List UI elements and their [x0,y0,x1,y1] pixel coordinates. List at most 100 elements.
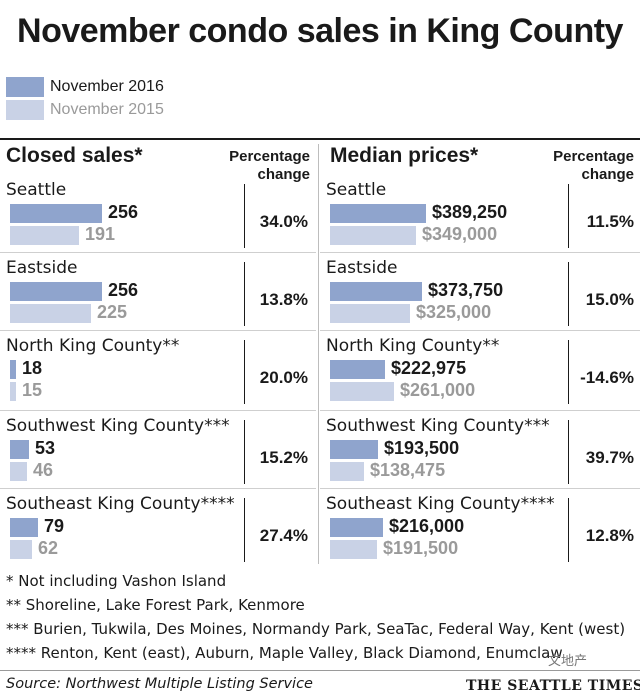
median-prices-change-rule [568,420,569,484]
closed-sales-bar-2016 [10,360,16,379]
median-prices-value-2016: $222,975 [391,358,467,378]
row-separator-left [0,488,316,489]
median-prices-change-rule [568,184,569,248]
closed-sales-percent-change: 13.8% [259,290,308,309]
chart-title: November condo sales in King County [17,12,623,50]
median-prices-percent-change: 12.8% [585,526,634,545]
closed-sales-percent-change: 20.0% [259,368,308,387]
closed-sales-title: Closed sales* [6,144,143,167]
median-prices-region-label: North King County** [326,336,500,356]
closed-sales-change-rule [244,498,245,562]
median-prices-value-2016: $193,500 [384,438,460,458]
median-prices-change-rule [568,340,569,404]
median-prices-value-2015: $349,000 [422,224,498,244]
footnote-2: ** Shoreline, Lake Forest Park, Kenmore [6,596,305,614]
closed-sales-bar-2015 [10,382,16,401]
median-prices-bar-2016 [330,440,378,459]
closed-sales-change-rule [244,420,245,484]
legend-swatch-2016 [6,77,44,97]
median-prices-percent-change: 39.7% [585,448,634,467]
row-separator-right [320,330,640,331]
legend-item-2016: November 2016 [6,76,164,98]
footnote-1: * Not including Vashon Island [6,572,227,590]
footnote-3: *** Burien, Tukwila, Des Moines, Normand… [6,620,626,638]
closed-sales-bar-2015 [10,304,91,323]
closed-sales-value-2015: 62 [38,538,59,558]
closed-sales-bar-2016 [10,204,102,223]
closed-sales-region-label: Southeast King County**** [6,494,235,514]
row-separator-left [0,410,316,411]
median-prices-region-label: Eastside [326,258,398,278]
median-prices-value-2015: $138,475 [370,460,446,480]
closed-sales-bar-2015 [10,226,79,245]
median-prices-change-rule [568,262,569,326]
legend-label-2016: November 2016 [50,78,164,95]
closed-sales-region-label: Southwest King County*** [6,416,230,436]
closed-sales-change-rule [244,262,245,326]
closed-sales-region-label: North King County** [6,336,180,356]
median-prices-bar-2016 [330,518,383,537]
footer-rule [0,670,640,671]
median-prices-bar-2015 [330,540,377,559]
median-prices-value-2016: $216,000 [389,516,465,536]
panel-divider [318,144,319,564]
median-prices-bar-2016 [330,282,422,301]
closed-sales-region-label: Seattle [6,180,67,200]
row-separator-right [320,252,640,253]
legend-label-2015: November 2015 [50,101,164,118]
source-credit: Source: Northwest Multiple Listing Servi… [6,676,313,692]
median-prices-value-2015: $325,000 [416,302,492,322]
legend-item-2015: November 2015 [6,99,164,121]
median-prices-percent-change: -14.6% [580,368,634,387]
row-separator-right [320,488,640,489]
median-prices-change-header: Percentage change [553,148,634,183]
median-prices-bar-2015 [330,226,416,245]
closed-sales-bar-2015 [10,462,27,481]
closed-sales-value-2016: 79 [44,516,65,536]
closed-sales-value-2015: 191 [85,224,116,244]
legend-swatch-2015 [6,100,44,120]
median-prices-bar-2016 [330,360,385,379]
closed-sales-value-2015: 225 [97,302,128,322]
closed-sales-percent-change: 27.4% [259,526,308,545]
closed-sales-bar-2016 [10,282,102,301]
median-prices-bar-2015 [330,462,364,481]
brand-logo: THE SEATTLE TIMES [466,678,640,694]
closed-sales-value-2016: 256 [108,202,139,222]
row-separator-left [0,252,316,253]
median-prices-value-2015: $261,000 [400,380,476,400]
median-prices-region-label: Southwest King County*** [326,416,550,436]
median-prices-region-label: Southeast King County**** [326,494,555,514]
median-prices-percent-change: 11.5% [586,212,634,231]
median-prices-value-2016: $389,250 [432,202,508,222]
closed-sales-value-2016: 18 [22,358,43,378]
closed-sales-change-rule [244,184,245,248]
closed-sales-value-2015: 15 [22,380,43,400]
closed-sales-value-2016: 53 [35,438,56,458]
closed-sales-region-label: Eastside [6,258,78,278]
closed-sales-percent-change: 34.0% [259,212,308,231]
closed-sales-bar-2015 [10,540,32,559]
median-prices-change-rule [568,498,569,562]
closed-sales-bar-2016 [10,518,38,537]
row-separator-left [0,330,316,331]
median-prices-bar-2015 [330,304,410,323]
closed-sales-bar-2016 [10,440,29,459]
footnote-4: **** Renton, Kent (east), Auburn, Maple … [6,644,563,662]
median-prices-title: Median prices* [330,144,479,167]
median-prices-value-2016: $373,750 [428,280,504,300]
row-separator-right [320,410,640,411]
closed-sales-value-2016: 256 [108,280,139,300]
closed-sales-change-rule [244,340,245,404]
closed-sales-change-header: Percentage change [229,148,310,183]
header-rule [0,138,640,140]
closed-sales-value-2015: 46 [33,460,54,480]
closed-sales-percent-change: 15.2% [259,448,308,467]
median-prices-value-2015: $191,500 [383,538,459,558]
watermark: 文地产 [548,654,588,669]
median-prices-bar-2015 [330,382,394,401]
median-prices-percent-change: 15.0% [585,290,634,309]
median-prices-region-label: Seattle [326,180,387,200]
median-prices-bar-2016 [330,204,426,223]
